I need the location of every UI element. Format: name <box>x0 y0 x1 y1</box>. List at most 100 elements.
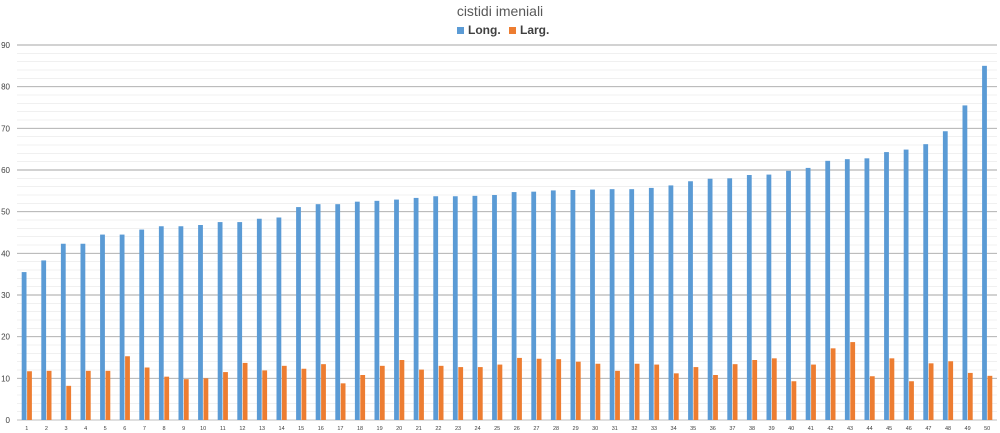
x-tick-label: 8 <box>162 426 165 432</box>
y-tick-label: 50 <box>1 208 10 217</box>
y-tick-label: 10 <box>1 374 10 383</box>
x-tick-label: 18 <box>357 426 363 432</box>
bar-long-29 <box>570 190 576 420</box>
bar-long-17 <box>335 204 341 420</box>
x-tick-label: 16 <box>318 426 324 432</box>
x-tick-label: 42 <box>827 426 833 432</box>
x-tick-label: 2 <box>45 426 48 432</box>
bar-larg-22 <box>438 365 444 420</box>
bar-long-1 <box>21 272 27 420</box>
x-tick-label: 24 <box>475 426 481 432</box>
x-tick-label: 50 <box>984 426 990 432</box>
bar-long-38 <box>746 175 752 420</box>
bars <box>21 65 993 421</box>
bar-long-50 <box>982 65 987 420</box>
x-tick-label: 7 <box>143 426 146 432</box>
bar-long-26 <box>511 192 517 420</box>
x-tick-label: 25 <box>494 426 500 432</box>
bar-long-13 <box>256 218 262 420</box>
bar-larg-25 <box>497 364 503 420</box>
legend-label-larg: Larg. <box>520 23 549 37</box>
x-tick-label: 23 <box>455 426 461 432</box>
bar-long-23 <box>452 196 458 420</box>
x-tick-label: 33 <box>651 426 657 432</box>
x-tick-label: 49 <box>965 426 971 432</box>
y-tick-label: 80 <box>1 83 10 92</box>
bar-long-3 <box>60 243 66 420</box>
bar-larg-2 <box>46 370 52 420</box>
x-tick-label: 34 <box>671 426 677 432</box>
bar-long-6 <box>119 234 125 420</box>
bar-long-7 <box>139 229 145 420</box>
x-tick-label: 44 <box>867 426 873 432</box>
bar-long-31 <box>609 189 615 420</box>
x-tick-label: 15 <box>298 426 304 432</box>
bar-long-11 <box>217 222 223 420</box>
x-tick-label: 22 <box>435 426 441 432</box>
x-tick-label: 47 <box>925 426 931 432</box>
bar-long-49 <box>962 105 968 421</box>
bar-long-28 <box>550 190 556 420</box>
bar-larg-31 <box>615 370 620 420</box>
bar-larg-48 <box>948 361 954 420</box>
x-tick-label: 3 <box>64 426 67 432</box>
y-tick-label: 30 <box>1 291 10 300</box>
bar-long-42 <box>825 160 831 421</box>
bar-larg-3 <box>66 385 72 420</box>
bar-larg-37 <box>732 364 738 420</box>
bar-long-10 <box>198 225 203 420</box>
bar-long-37 <box>727 178 733 420</box>
x-tick-label: 48 <box>945 426 951 432</box>
x-tick-label: 19 <box>377 426 383 432</box>
bar-larg-33 <box>654 364 660 420</box>
bar-long-34 <box>668 185 674 420</box>
bar-larg-50 <box>987 375 993 420</box>
bar-larg-7 <box>144 367 150 420</box>
x-tick-label: 26 <box>514 426 520 432</box>
bar-long-24 <box>472 195 478 420</box>
bar-long-9 <box>178 226 184 420</box>
bar-long-30 <box>590 189 595 420</box>
bar-long-35 <box>688 181 693 420</box>
x-tick-label: 31 <box>612 426 618 432</box>
x-tick-label: 37 <box>729 426 735 432</box>
x-tick-label: 27 <box>533 426 539 432</box>
bar-long-5 <box>100 234 105 420</box>
bar-long-32 <box>629 189 635 420</box>
bar-larg-11 <box>223 372 228 420</box>
bar-long-8 <box>158 226 164 420</box>
x-axis-ticks: 1 2 3 4 5 6 7 8 9 10 11 12 13 14 15 16 17 18 19 20 21 22 23 24 2… <box>25 426 990 432</box>
bar-larg-12 <box>242 362 248 420</box>
bar-larg-26 <box>517 357 522 420</box>
x-tick-label: 21 <box>416 426 422 432</box>
x-tick-label: 45 <box>886 426 892 432</box>
legend-swatch-larg <box>509 27 516 34</box>
x-tick-label: 11 <box>220 426 226 432</box>
bar-larg-29 <box>575 361 581 420</box>
bar-larg-41 <box>811 364 816 420</box>
x-tick-label: 38 <box>749 426 755 432</box>
bar-long-2 <box>41 260 47 420</box>
bar-larg-15 <box>301 368 307 420</box>
x-tick-label: 10 <box>200 426 206 432</box>
bar-long-47 <box>923 144 929 420</box>
y-tick-label: 90 <box>1 41 10 50</box>
bar-long-45 <box>884 152 889 421</box>
legend-label-long: Long. <box>468 23 501 37</box>
x-tick-label: 20 <box>396 426 402 432</box>
bar-long-19 <box>374 200 380 420</box>
bar-long-22 <box>433 196 439 420</box>
y-axis-ticks: 0 10 20 30 40 50 60 70 80 90 <box>1 41 10 425</box>
bar-long-27 <box>531 191 537 420</box>
bar-larg-49 <box>967 372 973 420</box>
bar-long-15 <box>296 207 301 420</box>
bar-larg-5 <box>105 370 111 420</box>
bar-larg-34 <box>673 373 679 420</box>
bar-larg-46 <box>909 381 914 420</box>
bar-larg-36 <box>713 375 718 420</box>
bar-larg-45 <box>889 358 895 420</box>
bar-long-39 <box>766 174 772 420</box>
bar-larg-20 <box>399 360 405 420</box>
bar-larg-16 <box>321 364 326 420</box>
